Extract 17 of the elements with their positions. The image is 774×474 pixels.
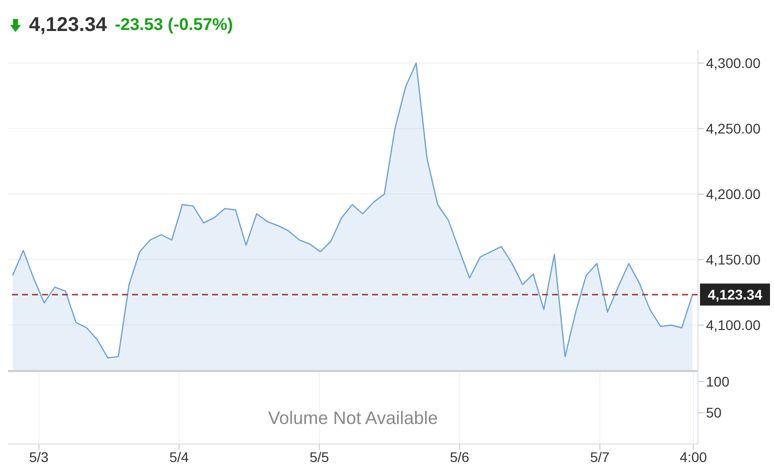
chart-subtitle: -23.53 (-0.57%) [114, 15, 233, 35]
x-tick-label: 4:00 [680, 448, 708, 465]
ref-line-label: 4,123.34 [708, 286, 762, 303]
y-tick-label: 4,100.00 [706, 317, 761, 334]
x-tick-label: 5/6 [450, 448, 470, 465]
y-tick-label: 4,250.00 [706, 120, 761, 137]
y-tick-label: 4,200.00 [706, 186, 761, 202]
y-tick-label: 50 [706, 404, 722, 421]
y-tick-label: 100 [706, 373, 730, 390]
y-tick-label: 4,150.00 [706, 252, 761, 268]
annotation: Volume Not Available [267, 408, 439, 429]
x-tick-label: 5/5 [310, 448, 330, 465]
x-tick-label: 5/3 [29, 448, 49, 465]
x-tick-label: 5/4 [169, 448, 190, 465]
y-tick-label: 4,300.00 [706, 55, 761, 72]
x-tick-label: 5/7 [590, 448, 610, 465]
chart-title: 4,123.34 [29, 14, 107, 36]
